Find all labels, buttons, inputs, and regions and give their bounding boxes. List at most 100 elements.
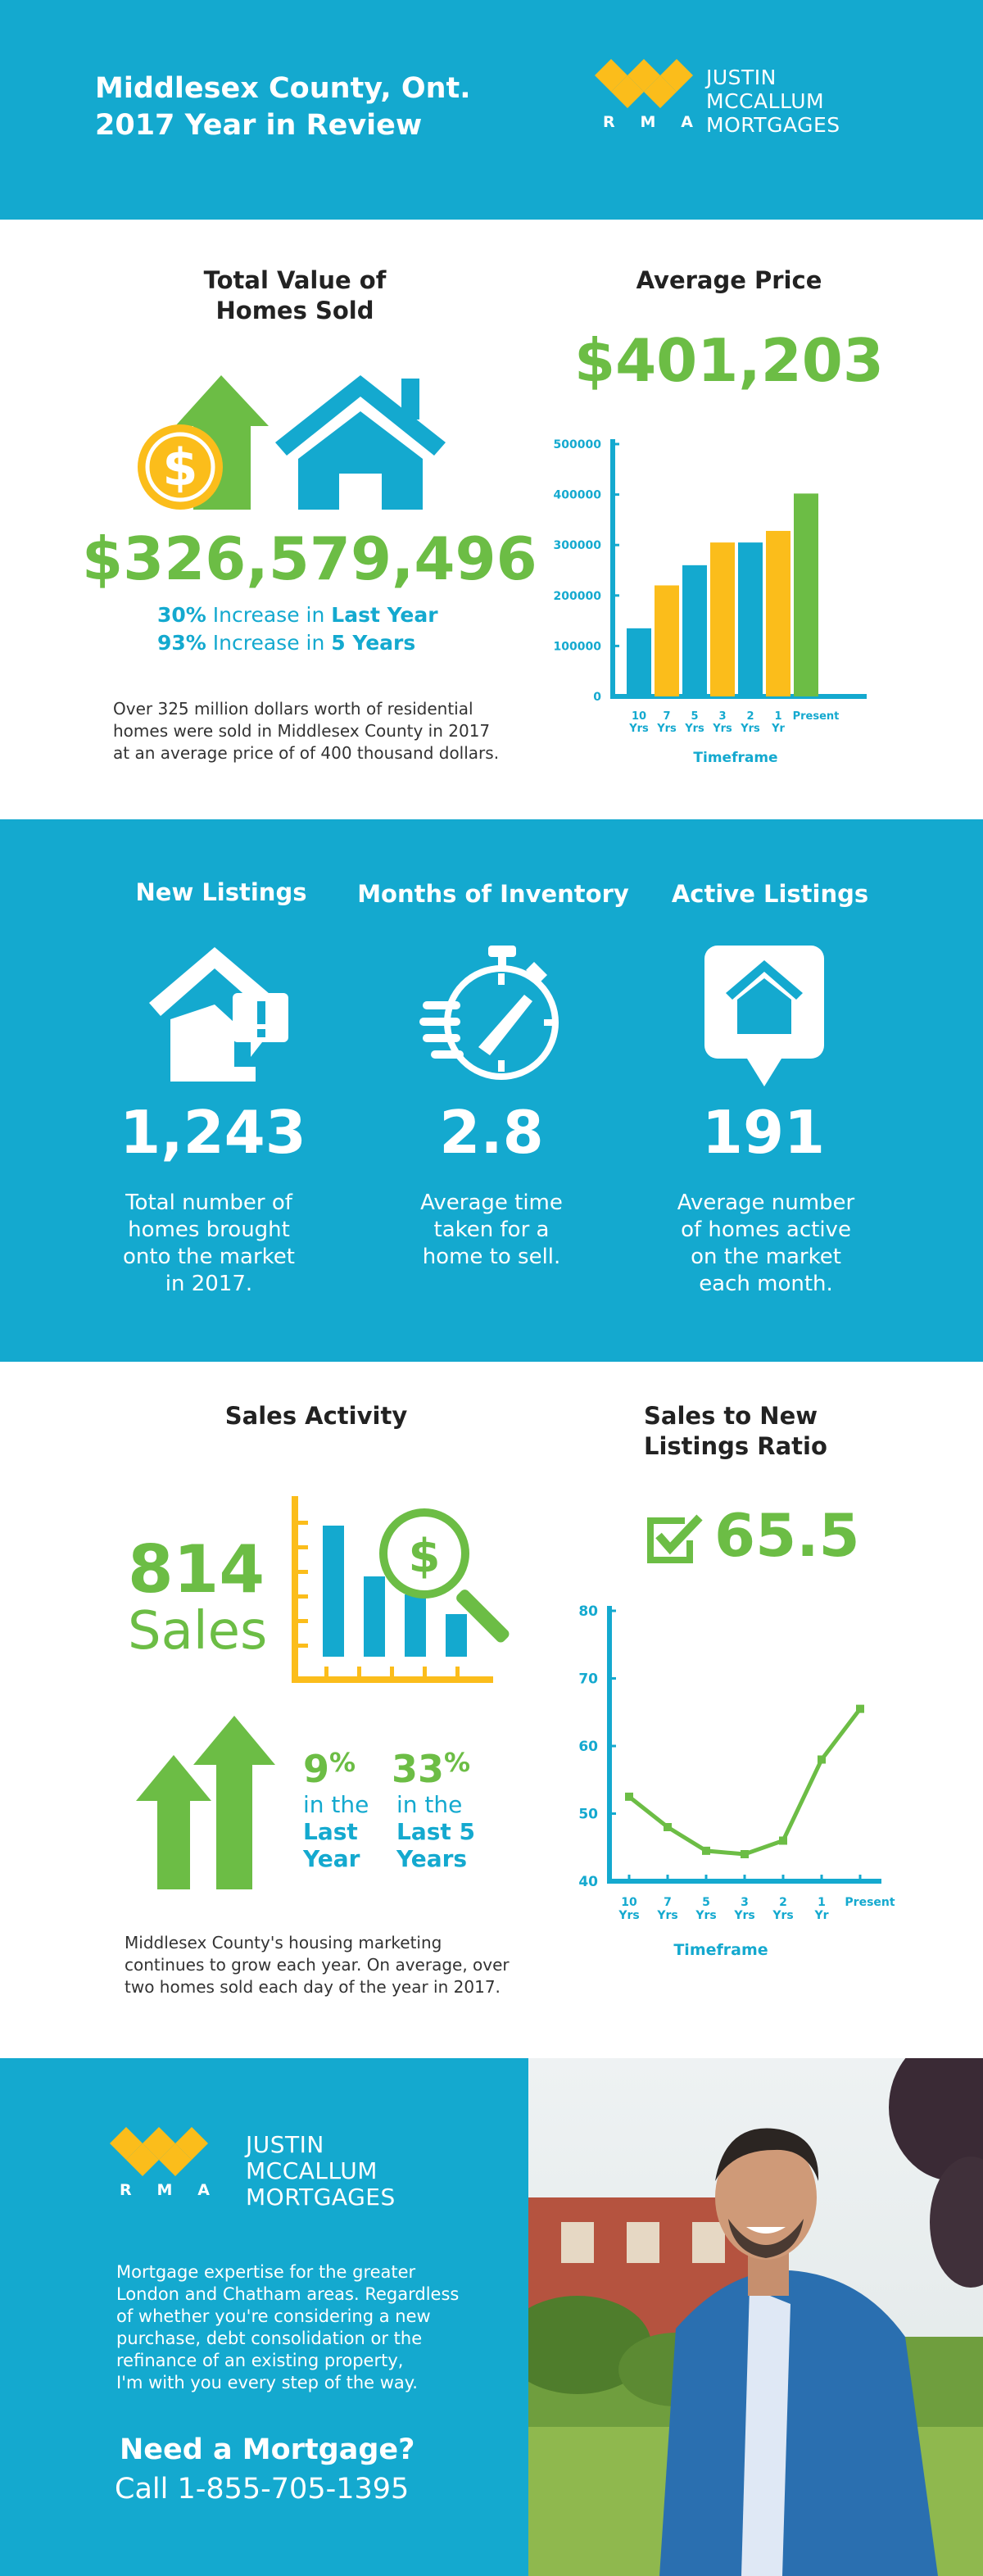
growth-pct-number: 9 (303, 1747, 330, 1791)
ratio-title: Sales to New Listings Ratio (644, 1401, 890, 1462)
total-value-description: Over 325 million dollars worth of reside… (113, 698, 523, 764)
description-line: onto the market (123, 1245, 295, 1269)
header-banner (0, 0, 983, 220)
y-tick-label: 300000 (554, 539, 602, 552)
description-line: Over 325 million dollars worth of reside… (113, 699, 473, 719)
bar (682, 565, 707, 696)
description-line: continues to grow each year. On average,… (125, 1955, 510, 1975)
sales-description: Middlesex County's housing marketing con… (125, 1932, 550, 1998)
growth-pct-number: 33 (392, 1747, 445, 1791)
x-tick-label: 5 (691, 710, 698, 723)
x-tick-label: Yrs (740, 723, 760, 735)
growth-arrows-icon (136, 1716, 275, 1889)
house-alert-icon (149, 947, 288, 1082)
x-tick-label: 10 (632, 710, 646, 723)
logo-letter: A (197, 2181, 215, 2199)
call-phone-number[interactable]: Call 1-855-705-1395 (115, 2473, 410, 2506)
x-tick-label: Yrs (656, 1909, 677, 1922)
description-line: homes brought (128, 1218, 290, 1242)
x-axis-title: Timeframe (693, 750, 777, 766)
y-tick-label: 500000 (554, 438, 602, 451)
logo-letter: R (603, 113, 620, 131)
stats-band (0, 819, 983, 1362)
growth-line: in the (396, 1791, 463, 1818)
money-house-icon: $ (138, 375, 446, 510)
description-line: Total number of (125, 1190, 292, 1215)
x-tick-label: 3 (718, 710, 726, 723)
bar (627, 628, 651, 696)
map-pin-house-icon (704, 946, 824, 1086)
description-line: purchase, debt consolidation or the (116, 2329, 423, 2348)
growth-last-year: 9% in the Last Year (303, 1747, 369, 1872)
growth-line: Last (303, 1818, 358, 1845)
chart-magnifier-icon: $ (292, 1496, 510, 1683)
total-value-title: Total Value of Homes Sold (131, 265, 459, 326)
growth-line: Year (303, 1845, 360, 1872)
x-tick-label: Yrs (684, 723, 704, 735)
x-tick-label: Yrs (618, 1909, 639, 1922)
footer-logo-rma: R M A (110, 2181, 224, 2199)
footer-description: Mortgage expertise for the greater Londo… (116, 2261, 501, 2394)
agent-photo-image (528, 2058, 983, 2576)
x-tick-label: Yrs (628, 723, 649, 735)
svg-text:$: $ (162, 438, 197, 497)
logo-line: MCCALLUM (246, 2157, 378, 2184)
x-tick-label: Yrs (695, 1909, 716, 1922)
description-line: home to sell. (422, 1245, 561, 1269)
description-line: I'm with you every step of the way. (116, 2373, 418, 2392)
logo-line: JUSTIN (246, 2131, 324, 2158)
y-tick-label: 40 (578, 1874, 598, 1890)
logo-letter: A (681, 113, 698, 131)
x-tick-label: Yr (771, 723, 785, 735)
description-line: Average time (420, 1190, 563, 1215)
ratio-title-line2: Listings Ratio (644, 1432, 827, 1460)
description-line: homes were sold in Middlesex County in 2… (113, 721, 491, 741)
increase-mid: Increase in (206, 631, 332, 655)
data-point (779, 1836, 787, 1845)
description-line: each month. (699, 1272, 833, 1296)
x-tick-label: Yrs (772, 1909, 793, 1922)
x-tick-label: Yrs (712, 723, 732, 735)
need-mortgage-heading: Need a Mortgage? (120, 2433, 415, 2466)
x-tick-label: 7 (663, 710, 670, 723)
footer-logo-text: JUSTIN MCCALLUM MORTGAGES (246, 2132, 396, 2211)
average-price-title: Average Price (636, 266, 822, 294)
x-tick-label: Present (845, 1896, 895, 1909)
description-line: two homes sold each day of the year in 2… (125, 1977, 501, 1997)
increase-pct: 93% (157, 631, 206, 655)
logo-line: MCCALLUM (706, 89, 825, 113)
logo-rma: R M A (591, 113, 709, 131)
new-listings-value: 1,243 (120, 1098, 306, 1167)
page-title: Middlesex County, Ont. 2017 Year in Revi… (95, 70, 521, 144)
data-point (702, 1846, 710, 1855)
x-tick-label: 2 (779, 1896, 787, 1909)
average-price-bar-chart: 010000020000030000040000050000010Yrs7Yrs… (554, 438, 867, 766)
page-title-line2: 2017 Year in Review (95, 109, 423, 142)
logo-letter: M (156, 2181, 178, 2199)
ratio-line-chart: 405060708010Yrs7Yrs5Yrs3Yrs2Yrs1YrPresen… (578, 1603, 895, 1959)
logo-diamonds-icon (595, 59, 693, 108)
increase-pct: 30% (157, 603, 206, 627)
description-line: in 2017. (165, 1272, 253, 1296)
x-tick-label: 3 (741, 1896, 749, 1909)
description-line: of homes active (681, 1218, 851, 1242)
x-tick-label: 1 (774, 710, 781, 723)
description-line: on the market (691, 1245, 841, 1269)
growth-line: Last 5 (396, 1818, 476, 1845)
active-listings-title: Active Listings (671, 880, 869, 908)
increase-span: Last Year (331, 603, 438, 627)
description-line: of whether you're considering a new (116, 2306, 431, 2326)
logo-letter: R (120, 2181, 137, 2199)
growth-pct-symbol: % (444, 1747, 471, 1778)
months-inventory-title: Months of Inventory (357, 880, 629, 908)
growth-pct-symbol: % (329, 1747, 356, 1778)
logo-text: JUSTIN MCCALLUM MORTGAGES (706, 66, 840, 137)
data-point (664, 1823, 672, 1831)
y-tick-label: 50 (578, 1807, 598, 1823)
logo-line: JUSTIN (706, 66, 777, 89)
bar (738, 542, 763, 696)
increase-five-years: 93% Increase in 5 Years (157, 629, 438, 657)
agent-photo (528, 2058, 983, 2576)
average-price-amount: $401,203 (573, 326, 885, 395)
bar (794, 493, 818, 696)
